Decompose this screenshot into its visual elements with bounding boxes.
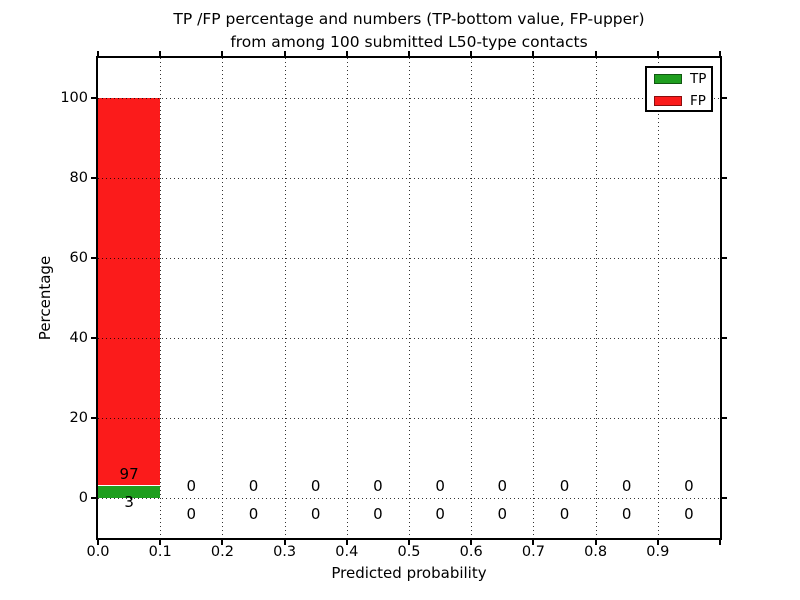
- tp-count-label: 0: [559, 505, 570, 523]
- x-tick-bottom: [719, 540, 721, 545]
- x-tick-label: 0.3: [273, 544, 297, 560]
- v-gridline: [595, 58, 597, 538]
- x-tick-top: [159, 51, 162, 56]
- y-tick-right: [722, 177, 727, 179]
- fp-count-label: 0: [435, 477, 445, 495]
- y-tick-label: 100: [60, 90, 88, 106]
- x-tick-top: [470, 51, 473, 56]
- v-gridline: [409, 58, 410, 538]
- x-tick-label: 0.7: [521, 544, 545, 560]
- fp-count-label: 97: [119, 465, 139, 483]
- tp-count-label: 0: [435, 505, 445, 523]
- x-tick-bottom: [594, 540, 597, 545]
- y-tick-right: [722, 257, 727, 259]
- y-tick-label: 20: [69, 410, 88, 426]
- plot-area: 97 3 0 0 0 0 0 0 0 0 0 0 0 0 0 0 0 0 0 0: [96, 56, 722, 540]
- x-tick-top: [719, 51, 721, 56]
- x-tick-bottom: [408, 540, 410, 545]
- x-axis-label: Predicted probability: [331, 564, 487, 582]
- v-gridline: [346, 58, 348, 538]
- y-tick-left: [91, 337, 96, 339]
- x-tick-label: 0.0: [86, 544, 110, 560]
- legend: TP FP: [645, 66, 713, 112]
- tp-count-label: 0: [310, 505, 321, 523]
- x-tick-label: 0.5: [397, 544, 421, 560]
- fp-count-label: 0: [373, 477, 383, 495]
- y-tick-label: 60: [69, 250, 88, 266]
- y-tick-right: [722, 337, 727, 339]
- fp-count-label: 0: [310, 477, 321, 495]
- bar-segment-fp: [98, 98, 161, 485]
- x-tick-label: 0.2: [210, 544, 234, 560]
- tp-count-label: 0: [621, 505, 632, 523]
- legend-swatch-fp: [654, 96, 682, 106]
- v-gridline: [284, 58, 286, 538]
- v-gridline: [533, 58, 535, 538]
- v-gridline: [160, 58, 162, 538]
- legend-swatch-tp: [654, 74, 682, 84]
- x-tick-top: [221, 51, 224, 56]
- x-tick-top: [97, 51, 99, 56]
- x-tick-bottom: [656, 540, 659, 545]
- x-tick-top: [532, 51, 535, 56]
- y-tick-left: [91, 97, 96, 99]
- y-tick-left: [91, 497, 96, 499]
- chart-title: TP /FP percentage and numbers (TP-bottom…: [98, 8, 720, 54]
- tp-count-label: 3: [124, 493, 134, 511]
- x-tick-bottom: [470, 540, 473, 545]
- x-tick-label: 0.1: [148, 544, 172, 560]
- fp-count-label: 0: [621, 477, 632, 495]
- x-tick-bottom: [532, 540, 535, 545]
- fp-count-label: 0: [248, 477, 259, 495]
- fp-count-label: 0: [497, 477, 508, 495]
- y-axis-label: Percentage: [36, 255, 54, 341]
- x-tick-bottom: [221, 540, 224, 545]
- legend-label-fp: FP: [690, 93, 706, 109]
- y-tick-left: [91, 257, 96, 259]
- x-tick-label: 0.8: [584, 544, 608, 560]
- x-tick-label: 0.4: [335, 544, 359, 560]
- tp-count-label: 0: [684, 505, 694, 523]
- x-tick-top: [283, 51, 286, 56]
- tp-count-label: 0: [373, 505, 383, 523]
- x-tick-top: [594, 51, 597, 56]
- tp-count-label: 0: [497, 505, 508, 523]
- x-tick-bottom: [159, 540, 162, 545]
- fp-count-label: 0: [186, 477, 197, 495]
- legend-label-tp: TP: [690, 71, 707, 87]
- y-tick-label: 40: [69, 330, 88, 346]
- x-tick-bottom: [97, 540, 99, 545]
- fp-count-label: 0: [684, 477, 694, 495]
- v-gridline: [471, 58, 473, 538]
- y-tick-right: [722, 417, 727, 419]
- legend-row: TP: [647, 71, 711, 87]
- x-tick-label: 0.9: [646, 544, 670, 560]
- legend-row: FP: [647, 93, 711, 109]
- y-tick-right: [722, 97, 727, 99]
- tp-count-label: 0: [186, 505, 197, 523]
- v-gridline: [222, 58, 224, 538]
- y-tick-left: [91, 417, 96, 419]
- chart-title-line2: from among 100 submitted L50-type contac…: [230, 33, 588, 51]
- x-tick-top: [408, 51, 410, 56]
- y-tick-right: [722, 497, 727, 499]
- y-tick-label: 80: [69, 170, 88, 186]
- x-tick-top: [656, 51, 659, 56]
- x-tick-label: 0.6: [459, 544, 483, 560]
- x-tick-bottom: [345, 540, 348, 545]
- bar-segment-tp: [98, 486, 161, 498]
- x-tick-bottom: [283, 540, 286, 545]
- x-tick-top: [345, 51, 348, 56]
- v-gridline: [657, 58, 659, 538]
- chart-title-line1: TP /FP percentage and numbers (TP-bottom…: [173, 10, 645, 28]
- y-tick-label: 0: [78, 490, 88, 506]
- y-tick-left: [91, 177, 96, 179]
- tp-count-label: 0: [248, 505, 259, 523]
- fp-count-label: 0: [559, 477, 570, 495]
